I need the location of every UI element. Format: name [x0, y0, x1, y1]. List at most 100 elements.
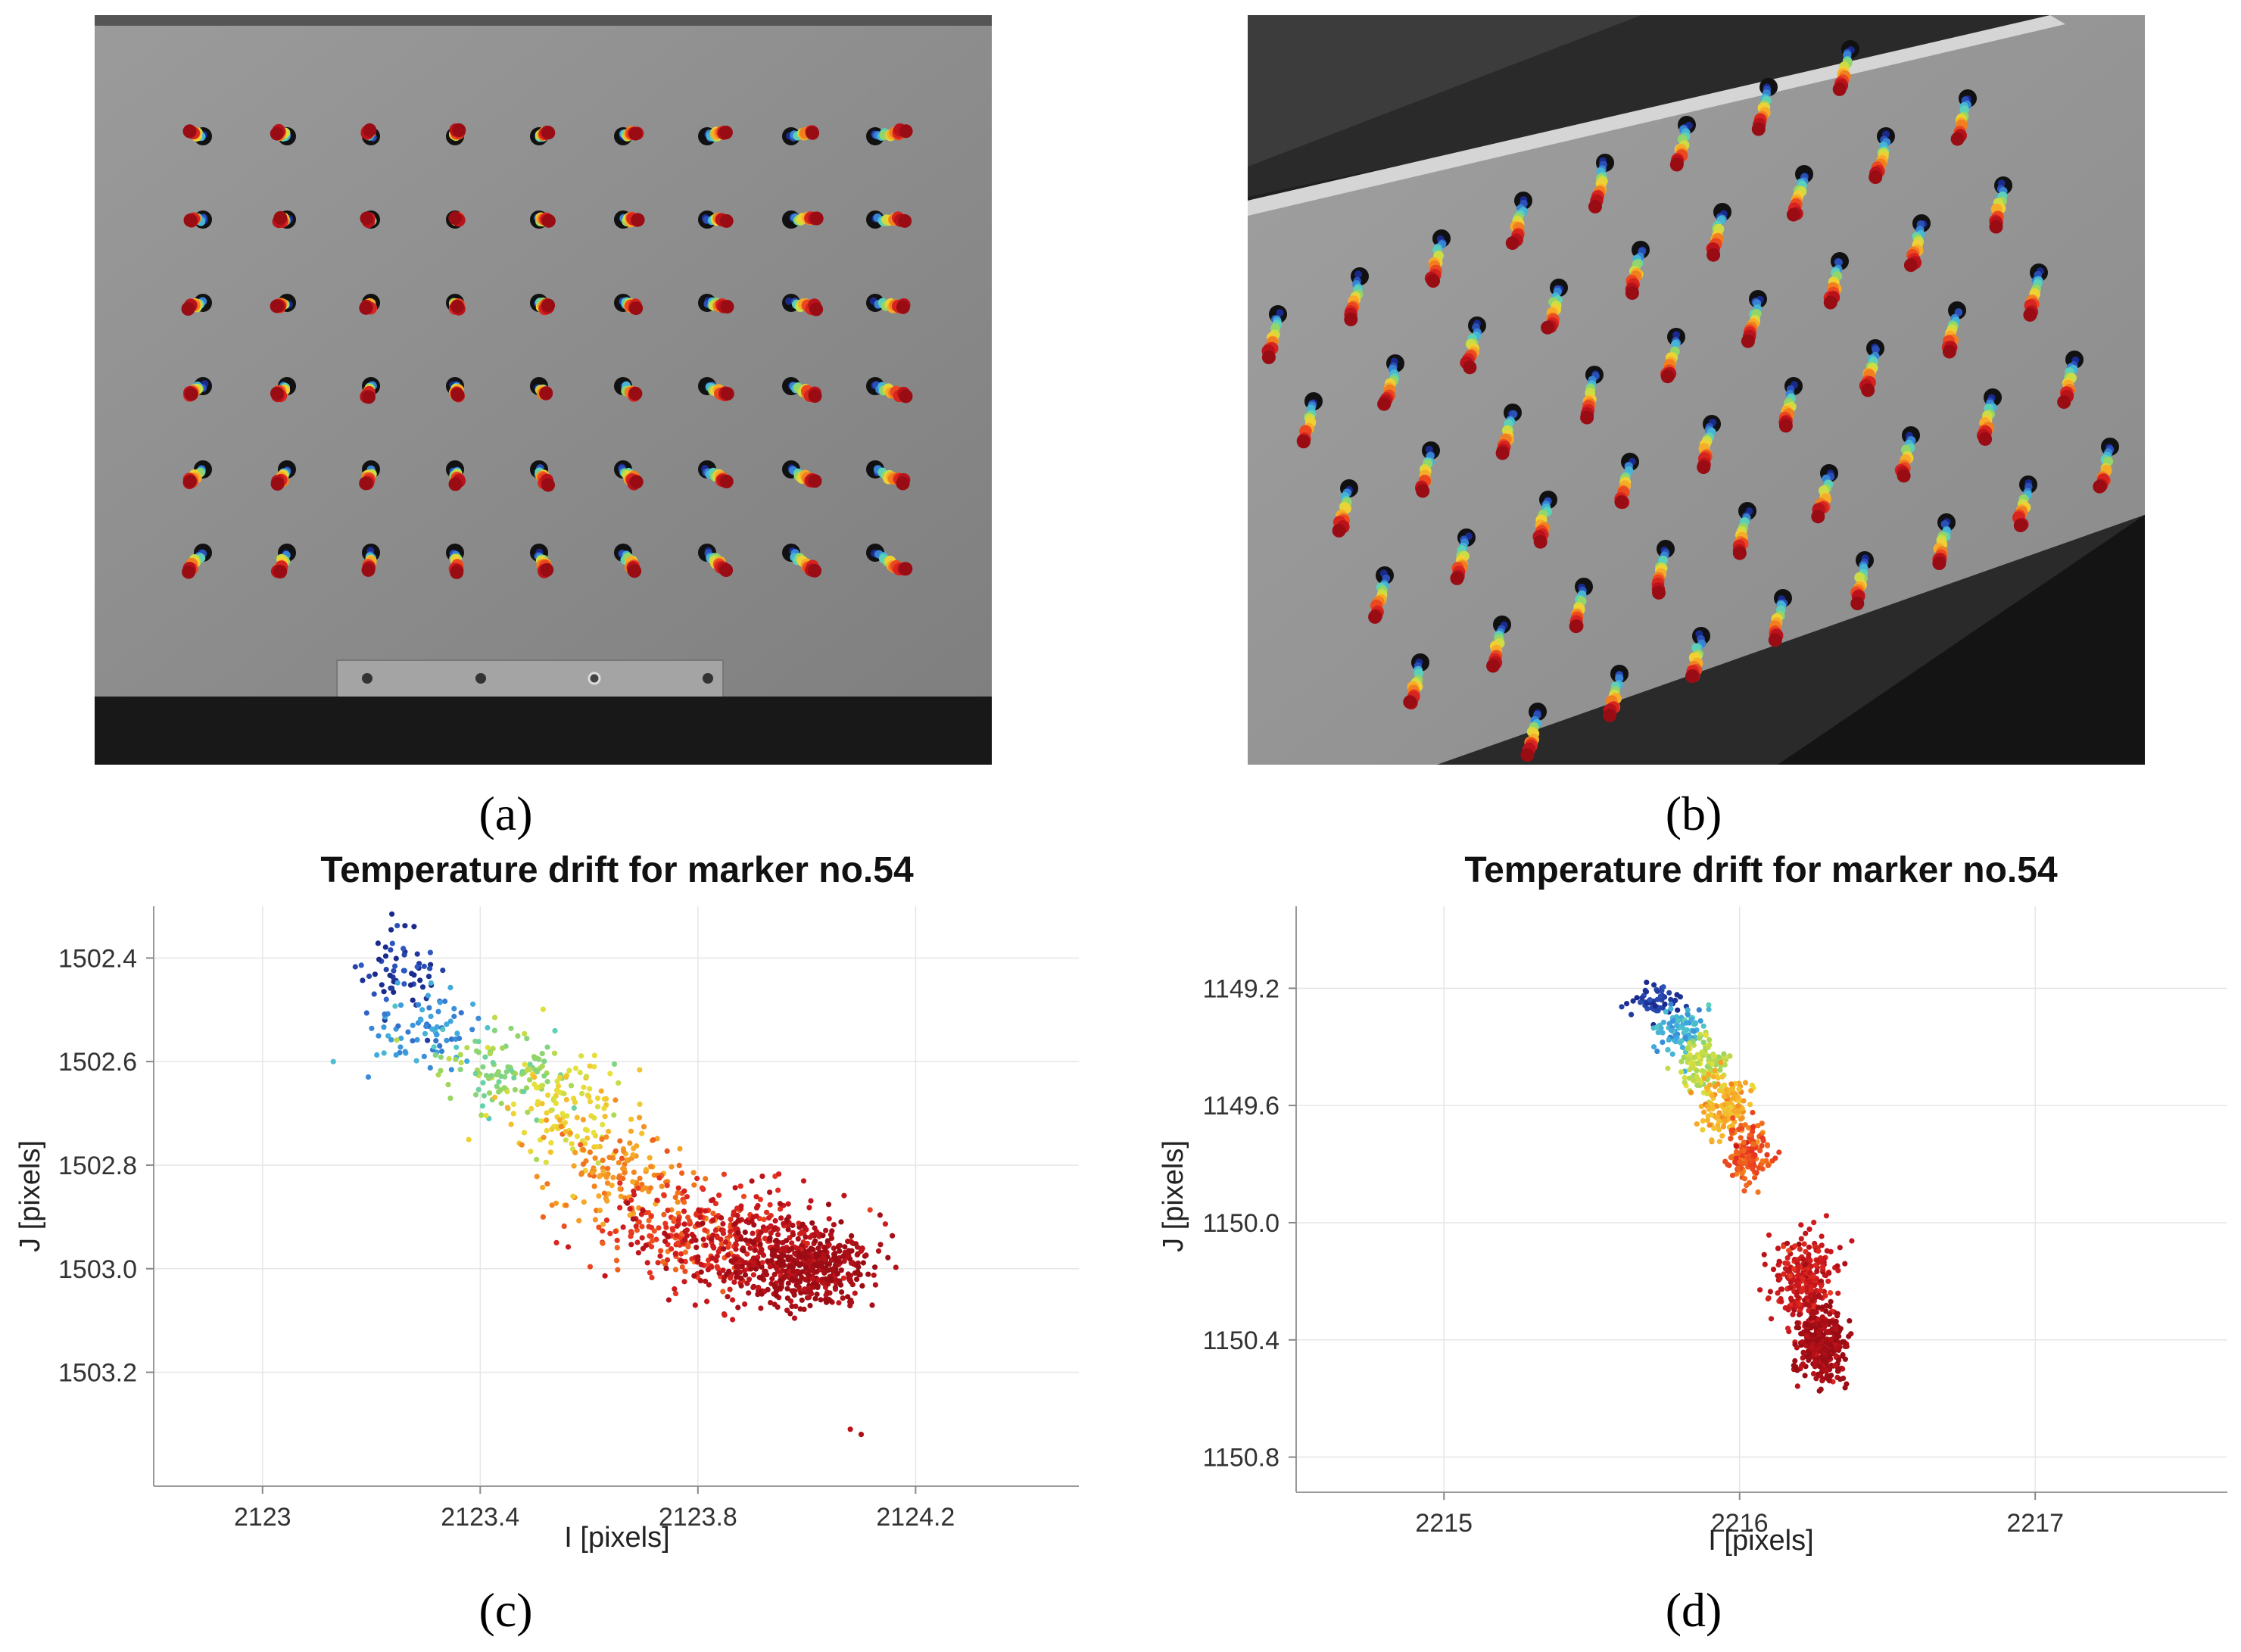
- data-point: [1803, 1248, 1809, 1255]
- marker-trail-dot: [809, 211, 824, 226]
- data-point: [681, 1279, 687, 1285]
- data-point: [615, 1267, 621, 1273]
- data-point: [672, 1267, 679, 1273]
- data-point: [1634, 995, 1640, 1001]
- data-point: [1827, 1303, 1833, 1310]
- data-point: [724, 1271, 730, 1277]
- data-point: [814, 1291, 820, 1298]
- data-point: [756, 1284, 762, 1291]
- data-point: [1794, 1320, 1800, 1326]
- data-point: [803, 1234, 809, 1240]
- data-point: [749, 1178, 755, 1184]
- data-point: [392, 963, 398, 969]
- marker-trail-dot: [182, 124, 197, 139]
- data-point: [1708, 1100, 1714, 1106]
- data-point: [790, 1232, 796, 1238]
- data-point: [854, 1276, 860, 1283]
- data-point: [698, 1269, 704, 1275]
- data-point: [738, 1236, 744, 1242]
- data-point: [644, 1260, 650, 1266]
- data-point: [523, 1085, 530, 1091]
- data-point: [709, 1255, 715, 1261]
- marker-a: [272, 210, 296, 229]
- data-point: [821, 1255, 828, 1261]
- data-point: [827, 1290, 833, 1296]
- data-point: [531, 1054, 538, 1060]
- marker-b: [1786, 165, 1813, 222]
- data-point: [1738, 1116, 1744, 1122]
- data-point: [381, 1024, 387, 1030]
- data-point: [388, 927, 394, 933]
- marker-b: [1460, 316, 1486, 375]
- marker-a: [446, 544, 464, 579]
- data-point: [759, 1264, 765, 1270]
- data-point: [837, 1278, 843, 1284]
- data-point: [1824, 1248, 1830, 1254]
- data-point: [611, 1112, 617, 1118]
- data-point: [541, 1058, 547, 1064]
- data-point: [1816, 1248, 1822, 1254]
- data-point: [427, 949, 434, 955]
- data-point: [610, 1174, 616, 1180]
- data-point: [549, 1107, 555, 1113]
- data-point: [672, 1251, 678, 1257]
- data-point: [1794, 1273, 1800, 1279]
- data-point: [1825, 1278, 1831, 1284]
- data-point: [1766, 1232, 1772, 1238]
- data-point: [721, 1246, 727, 1252]
- data-point: [534, 1156, 540, 1163]
- data-point: [410, 997, 416, 1003]
- y-tick-label: 1149.6: [1203, 1092, 1279, 1121]
- data-point: [421, 963, 427, 969]
- data-point: [803, 1264, 809, 1270]
- marker-trail-dot: [1495, 446, 1510, 460]
- data-point: [1736, 1127, 1742, 1133]
- data-point: [591, 1052, 598, 1058]
- y-tick-label: 1503.0: [58, 1255, 137, 1284]
- data-point: [1721, 1051, 1727, 1057]
- data-point: [1659, 988, 1665, 994]
- data-point: [539, 1063, 545, 1069]
- data-point: [1700, 1023, 1706, 1029]
- data-point: [628, 1242, 634, 1248]
- data-point: [607, 1230, 613, 1236]
- data-point: [383, 996, 389, 1002]
- data-point: [849, 1248, 855, 1254]
- data-point: [1818, 1278, 1824, 1284]
- data-point: [1819, 1378, 1825, 1384]
- data-point: [1644, 979, 1650, 986]
- data-point: [1797, 1246, 1803, 1252]
- data-point: [1790, 1311, 1796, 1317]
- data-point: [587, 1086, 593, 1092]
- data-point: [544, 1044, 550, 1050]
- data-point: [716, 1270, 722, 1276]
- data-point: [600, 1228, 606, 1234]
- data-point: [1747, 1102, 1753, 1108]
- data-point: [511, 1075, 517, 1081]
- data-point: [562, 1120, 569, 1126]
- data-point: [1808, 1286, 1814, 1293]
- data-point: [1697, 1018, 1703, 1024]
- data-point: [568, 1083, 575, 1089]
- data-point: [715, 1234, 721, 1241]
- data-point: [660, 1259, 666, 1265]
- data-point: [1741, 1139, 1747, 1145]
- data-point: [1668, 1005, 1674, 1012]
- data-point: [1842, 1385, 1848, 1391]
- data-point: [1750, 1141, 1756, 1147]
- data-point: [831, 1222, 837, 1228]
- data-point: [1742, 1160, 1748, 1166]
- data-point: [1701, 1109, 1707, 1115]
- marker-trail-dot: [2013, 519, 2027, 532]
- marker-b: [2093, 438, 2119, 494]
- marker-trail-dot: [2093, 479, 2107, 494]
- data-point: [1828, 1319, 1834, 1325]
- data-point: [401, 952, 407, 958]
- data-point: [416, 1002, 422, 1008]
- data-point: [606, 1155, 612, 1161]
- data-point: [1710, 1105, 1716, 1111]
- data-point: [728, 1217, 734, 1223]
- data-point: [422, 1030, 429, 1036]
- data-point: [725, 1294, 731, 1300]
- data-point: [432, 1052, 438, 1058]
